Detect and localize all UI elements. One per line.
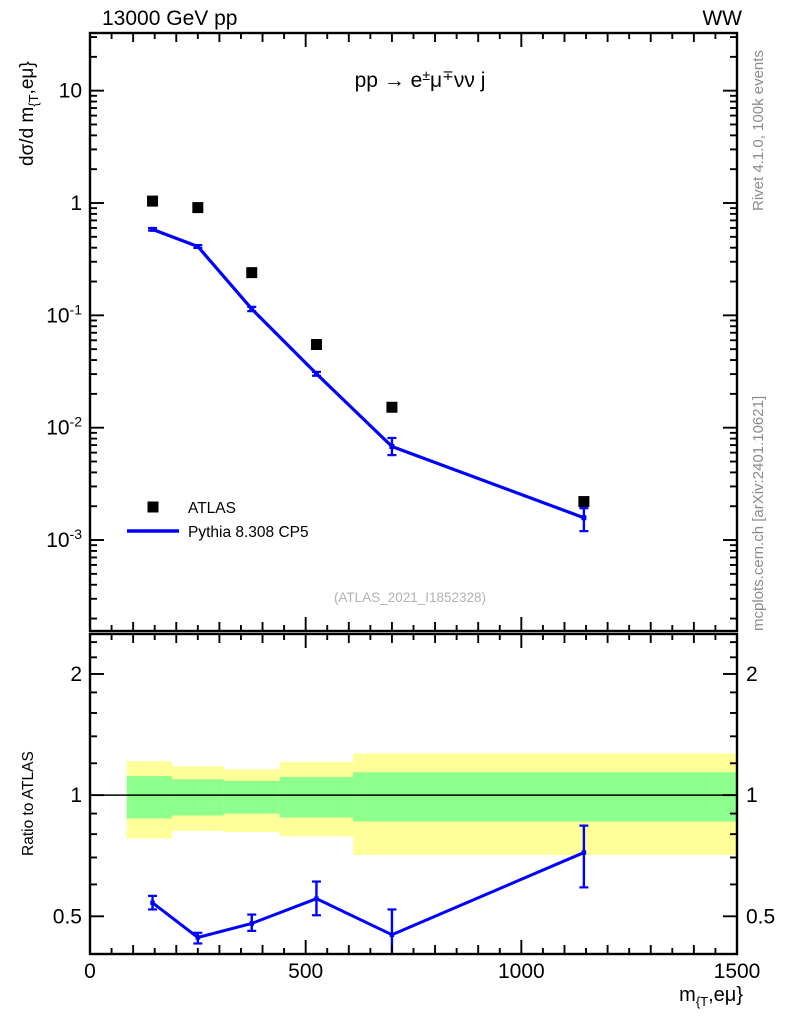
- atlas-data-marker: [246, 267, 258, 279]
- main-ytick-label: 10-3: [46, 526, 82, 552]
- atlas-data-marker: [578, 496, 590, 508]
- xtick-label: 500: [288, 960, 323, 983]
- main-y-axis-label: dσ/d m{T,eμ}: [17, 61, 41, 166]
- ratio-ytick-label-right: 0.5: [746, 905, 775, 928]
- ratio-ytick-labels: 0.5 0.5 1 1 2 2: [53, 663, 775, 928]
- xtick-label: 0: [84, 960, 96, 983]
- main-ytick-label: 10-1: [46, 301, 82, 327]
- ratio-ytick-label-right: 1: [746, 784, 758, 807]
- rivet-version-note: Rivet 4.1.0, 100k events: [750, 50, 767, 211]
- process-title-text: pp → e±μ∓νν j: [355, 67, 486, 92]
- main-ytick-label: 10: [59, 80, 82, 103]
- legend-label-pythia: Pythia 8.308 CP5: [188, 524, 309, 541]
- green-band-segment: [223, 780, 280, 814]
- ratio-y-axis-label: Ratio to ATLAS: [20, 751, 37, 856]
- legend-markers: [127, 501, 179, 533]
- green-band-segment: [171, 779, 224, 816]
- main-ytick-labels: 10 1 10-1 10-2 10-3: [46, 80, 82, 552]
- main-ytick-label: 1: [70, 192, 82, 215]
- legend-atlas-marker: [147, 501, 159, 513]
- x-axis-label-text: m{T,eμ}: [679, 984, 743, 1009]
- main-ytick-label: 10-2: [46, 414, 82, 440]
- ratio-ytick-label-left: 0.5: [53, 905, 82, 928]
- xtick-labels: 0 500 1000 1500: [84, 960, 760, 983]
- main-y-axis-label-text: dσ/d m{T,eμ}: [17, 61, 41, 166]
- watermark: (ATLAS_2021_I1852328): [334, 590, 486, 605]
- atlas-data-marker: [147, 195, 159, 207]
- main-axis-ticks: [89, 33, 738, 631]
- mcplots-arxiv-note: mcplots.cern.ch [arXiv:2401.10621]: [750, 396, 767, 631]
- green-band-segment: [353, 772, 737, 822]
- uncertainty-band-green: [126, 772, 737, 822]
- ratio-ytick-label-left: 2: [70, 663, 82, 686]
- beam-energy-label: 13000 GeV pp: [102, 7, 237, 30]
- ratio-ytick-label-right: 2: [746, 663, 758, 686]
- legend-label-atlas: ATLAS: [188, 500, 236, 517]
- main-panel-border: [88, 31, 739, 633]
- atlas-data-points: [147, 195, 590, 508]
- process-title: pp → e±μ∓νν j: [355, 67, 486, 92]
- green-band-segment: [279, 776, 354, 818]
- ratio-panel-border: [88, 632, 739, 956]
- atlas-data-marker: [192, 202, 204, 214]
- ratio-ytick-label-left: 1: [70, 784, 82, 807]
- x-axis-label: m{T,eμ}: [679, 984, 743, 1009]
- pythia-curve: [148, 226, 589, 533]
- green-band-segment: [126, 776, 172, 819]
- atlas-data-marker: [310, 339, 322, 351]
- xtick-label: 1000: [498, 960, 545, 983]
- process-group-label: WW: [702, 7, 742, 30]
- atlas-data-marker: [386, 401, 398, 413]
- xtick-label: 1500: [714, 960, 761, 983]
- ratio-curve: [148, 824, 589, 954]
